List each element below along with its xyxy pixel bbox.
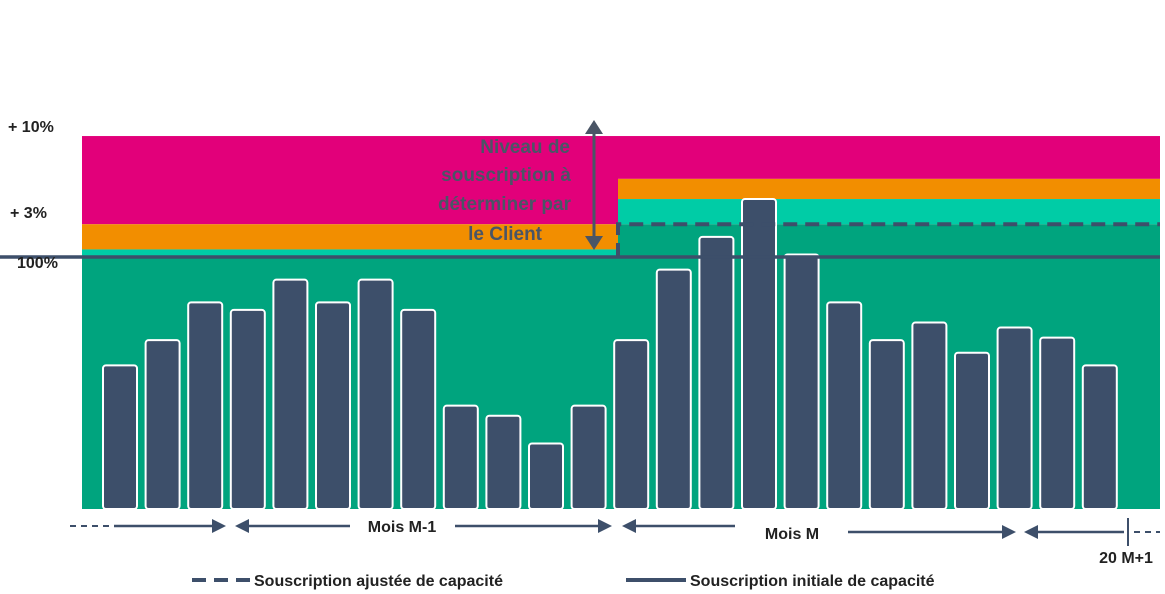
bar-13 bbox=[613, 339, 650, 510]
period-label-m: Mois M bbox=[765, 526, 819, 543]
zone-red-m bbox=[618, 136, 1160, 179]
tick-label-plus3: + 3% bbox=[10, 205, 47, 222]
annotation-double-arrow bbox=[585, 120, 603, 250]
period-timeline bbox=[70, 518, 1160, 546]
bar-22 bbox=[996, 326, 1033, 510]
legend-label-adjusted: Souscription ajustée de capacité bbox=[254, 573, 503, 590]
zone-teal-m bbox=[618, 199, 1160, 225]
consumption-bars bbox=[102, 198, 1118, 511]
bar-5 bbox=[272, 278, 309, 510]
bar-19 bbox=[868, 339, 905, 510]
zone-teal-m-minus-1 bbox=[82, 249, 618, 257]
period-label-m-minus-1: Mois M-1 bbox=[368, 519, 437, 536]
bar-20 bbox=[911, 321, 948, 510]
bar-15 bbox=[698, 235, 735, 510]
zone-orange-m-minus-1 bbox=[82, 224, 618, 250]
bar-16 bbox=[741, 198, 777, 510]
bar-12 bbox=[570, 404, 607, 510]
annotation-line-1: Niveau de bbox=[480, 137, 570, 158]
subscription-lines bbox=[0, 222, 1160, 259]
bar-1 bbox=[102, 364, 138, 510]
bar-6 bbox=[315, 301, 351, 510]
bar-14 bbox=[655, 268, 692, 510]
bar-17 bbox=[783, 253, 820, 510]
bar-8 bbox=[400, 308, 437, 511]
annotation-line-3: déterminer par bbox=[438, 194, 572, 215]
annotation-line-4: le Client bbox=[468, 224, 543, 245]
legend-label-initial: Souscription initiale de capacité bbox=[690, 573, 935, 590]
zone-orange-m bbox=[618, 178, 1160, 200]
bar-23 bbox=[1039, 336, 1076, 511]
legend: Souscription ajustée de capacité Souscri… bbox=[192, 573, 935, 590]
bar-10 bbox=[485, 414, 522, 511]
bar-11 bbox=[528, 442, 564, 511]
legend-item-initial: Souscription initiale de capacité bbox=[626, 573, 935, 590]
bar-4 bbox=[229, 308, 266, 511]
bar-18 bbox=[826, 301, 863, 510]
tick-label-plus10: + 10% bbox=[8, 119, 54, 136]
bar-24 bbox=[1081, 364, 1118, 510]
bar-2 bbox=[144, 339, 181, 510]
bar-3 bbox=[187, 301, 224, 510]
period-label-m-plus-1: 20 M+1 bbox=[1099, 550, 1153, 567]
bar-7 bbox=[357, 278, 394, 510]
zone-red-m-minus-1 bbox=[82, 136, 618, 225]
tick-label-100: 100% bbox=[17, 255, 58, 272]
annotation-line-2: souscription à bbox=[441, 165, 571, 186]
adjusted-subscription-line bbox=[616, 222, 1160, 257]
subscription-level-annotation: Niveau de souscription à déterminer par … bbox=[438, 120, 603, 250]
bar-21 bbox=[954, 351, 990, 511]
bar-9 bbox=[442, 404, 479, 510]
legend-item-adjusted: Souscription ajustée de capacité bbox=[192, 573, 503, 590]
